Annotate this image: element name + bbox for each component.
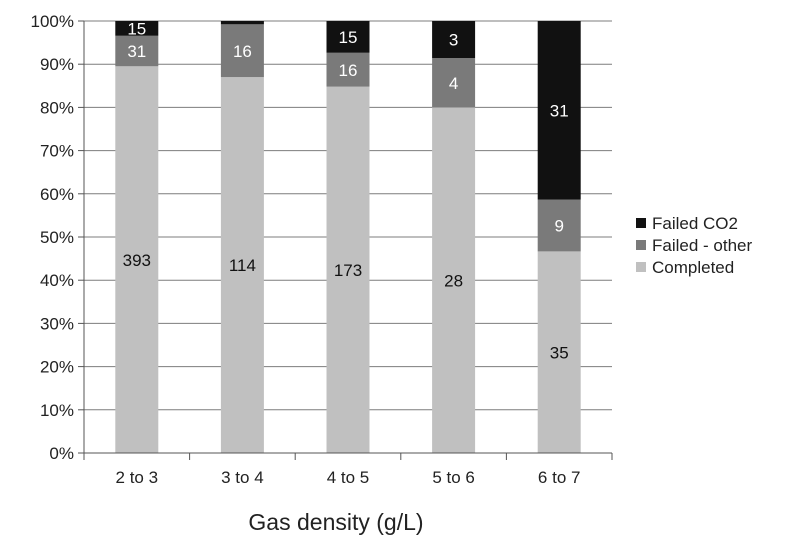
data-label: 15 — [127, 20, 146, 39]
data-label: 9 — [554, 217, 563, 236]
bar-segment-failed-co2 — [115, 21, 159, 36]
bars: 393 31 15 114 16 173 16 15 28 4 3 35 9 31 — [115, 20, 581, 454]
bar-segment-completed — [432, 107, 476, 454]
data-label: 31 — [127, 42, 146, 61]
bar-segment-failed-other — [115, 35, 159, 67]
x-tick-label: 6 to 7 — [538, 468, 581, 487]
legend-label: Failed CO2 — [652, 214, 738, 233]
data-label: 15 — [339, 28, 358, 47]
data-label: 393 — [123, 251, 151, 270]
bar-segment-failed-other — [537, 199, 581, 252]
bar-segment-completed — [220, 77, 264, 453]
bar-segment-completed — [326, 86, 370, 453]
legend: Failed CO2 Failed - other Completed — [636, 214, 752, 277]
bar-segment-failed-other — [220, 24, 264, 78]
y-tick-label: 50% — [40, 228, 74, 247]
bar-segment-failed-other — [432, 58, 476, 108]
data-label: 28 — [444, 271, 463, 290]
x-tick-label: 4 to 5 — [327, 468, 370, 487]
y-tick-label: 100% — [31, 12, 74, 31]
bar-segment-failed-co2 — [537, 21, 581, 200]
x-tick-label: 3 to 4 — [221, 468, 264, 487]
legend-swatch — [636, 218, 646, 228]
data-label: 4 — [449, 74, 458, 93]
bar-segment-failed-co2 — [220, 21, 264, 25]
data-label: 173 — [334, 261, 362, 280]
data-label: 31 — [550, 101, 569, 120]
data-label: 16 — [233, 42, 252, 61]
bar-segment-completed — [537, 251, 581, 453]
x-tick-label: 5 to 6 — [432, 468, 475, 487]
y-axis-ticks: 0% 10% 20% 30% 40% 50% 60% 70% 80% 90% 100% — [31, 12, 84, 463]
y-tick-label: 90% — [40, 55, 74, 74]
y-tick-label: 20% — [40, 358, 74, 377]
y-tick-label: 60% — [40, 185, 74, 204]
legend-label: Failed - other — [652, 236, 752, 255]
bar-segment-failed-co2 — [326, 21, 370, 53]
bar-segment-completed — [115, 66, 159, 454]
x-axis: 2 to 3 3 to 4 4 to 5 5 to 6 6 to 7 — [83, 21, 613, 487]
legend-label: Completed — [652, 258, 734, 277]
bar-segment-failed-co2 — [432, 21, 476, 59]
x-axis-label: Gas density (g/L) — [248, 509, 423, 535]
x-tick-label: 2 to 3 — [116, 468, 159, 487]
y-tick-label: 80% — [40, 98, 74, 117]
data-label: 16 — [339, 61, 358, 80]
bar-segment-failed-other — [326, 52, 370, 87]
y-tick-label: 0% — [49, 444, 74, 463]
y-tick-label: 40% — [40, 271, 74, 290]
legend-swatch — [636, 240, 646, 250]
y-tick-label: 30% — [40, 314, 74, 333]
legend-swatch — [636, 262, 646, 272]
y-tick-label: 10% — [40, 401, 74, 420]
y-tick-label: 70% — [40, 142, 74, 161]
data-label: 114 — [229, 256, 256, 275]
data-label: 3 — [449, 31, 458, 50]
data-label: 35 — [550, 343, 569, 362]
